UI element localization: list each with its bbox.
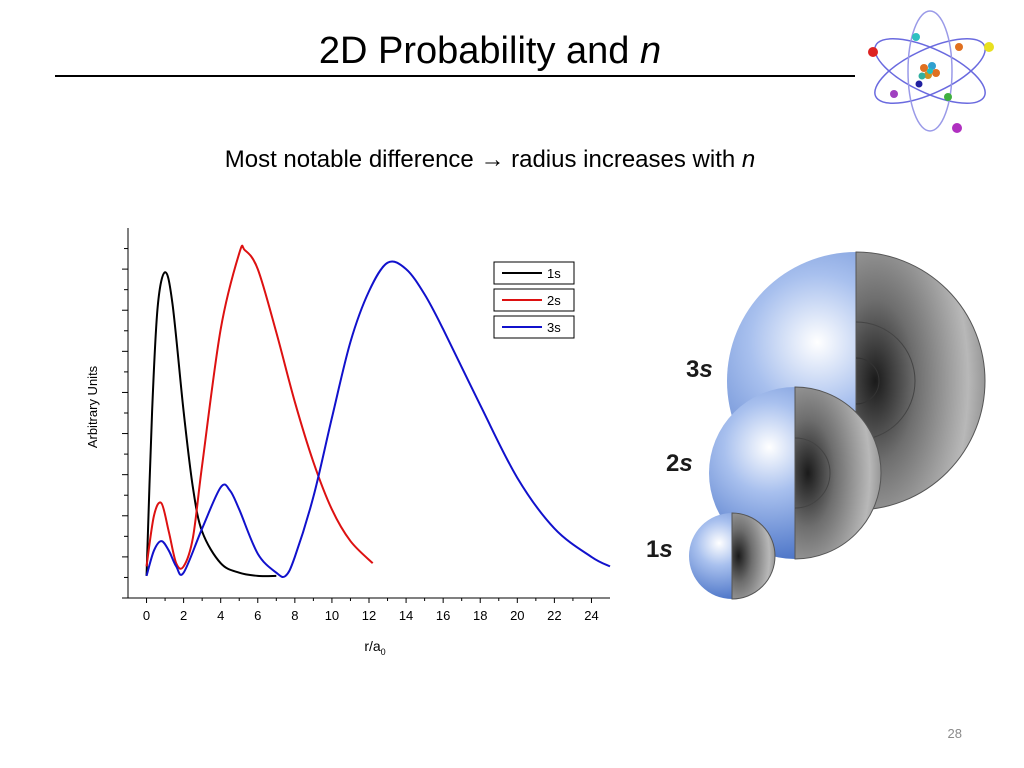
x-tick-label: 6 — [254, 608, 261, 623]
slide-title: 2D Probability and n — [0, 30, 980, 73]
label-1s-num: 1 — [646, 536, 659, 563]
legend-label: 2s — [547, 293, 561, 308]
x-axis-label-subscript: 0 — [381, 647, 386, 657]
y-axis-label: Arbitrary Units — [85, 365, 100, 448]
subtitle-text-2: radius increases with — [504, 146, 742, 173]
orbital-spheres-illustration: 3s 2s 1s — [646, 251, 986, 600]
title-underline — [55, 75, 855, 77]
x-tick-label: 8 — [291, 608, 298, 623]
chart-legend: 1s 2s 3s — [493, 261, 575, 339]
slide-title-text: 2D Probability and — [318, 30, 640, 72]
label-3s-letter: s — [699, 356, 712, 383]
subtitle-text: Most notable difference — [224, 146, 481, 173]
x-tick-label: 4 — [217, 608, 224, 623]
series-line-3s — [145, 260, 611, 578]
slide-title-variable: n — [639, 30, 662, 72]
label-2s: 2s — [666, 450, 693, 477]
legend-label: 3s — [547, 320, 561, 335]
label-1s: 1s — [646, 536, 673, 563]
x-tick-label: 2 — [180, 608, 187, 623]
radial-probability-chart: 0 2 4 6 8 10 12 14 16 18 20 22 24 Arbitrary Units r/… — [85, 228, 611, 657]
x-tick-label: 12 — [362, 608, 376, 623]
x-tick-label: 0 — [143, 608, 150, 623]
label-1s-letter: s — [659, 536, 672, 563]
series-line-2s — [145, 244, 374, 570]
label-3s-num: 3 — [686, 356, 699, 383]
arrow-icon: → — [480, 146, 505, 173]
x-tick-label: 18 — [473, 608, 487, 623]
label-3s: 3s — [686, 356, 713, 383]
x-axis-label: r/a0 — [364, 638, 385, 657]
sphere-2s — [709, 386, 882, 560]
series-line-1s — [145, 271, 277, 578]
label-2s-num: 2 — [666, 450, 679, 477]
x-tick-label: 20 — [510, 608, 524, 623]
sphere-1s — [689, 512, 776, 600]
subtitle-variable: n — [741, 146, 756, 173]
atom-icon — [868, 10, 994, 133]
legend-label: 1s — [547, 266, 561, 281]
label-2s-letter: s — [679, 450, 692, 477]
x-tick-label: 16 — [436, 608, 450, 623]
slide-subtitle: Most notable difference → radius increas… — [0, 146, 980, 174]
x-tick-label: 22 — [547, 608, 561, 623]
x-tick-label: 14 — [399, 608, 413, 623]
slide-number: 28 — [947, 726, 962, 741]
x-tick-label: 24 — [584, 608, 598, 623]
x-axis-label-text: r/a — [364, 638, 381, 654]
x-tick-label: 10 — [325, 608, 339, 623]
